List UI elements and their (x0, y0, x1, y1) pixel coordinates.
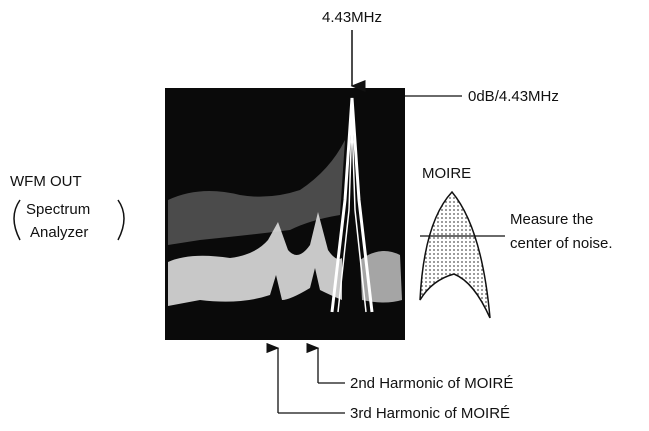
output-device: Spectrum (26, 201, 90, 218)
output-device: Analyzer (30, 224, 88, 241)
second-harmonic: 2nd Harmonic of MOIRÉ (350, 375, 513, 392)
reference-level: 0dB/4.43MHz (468, 88, 559, 105)
moire-icon (419, 190, 491, 319)
moire-note: center of noise. (510, 235, 613, 252)
output-label: WFM OUT (10, 173, 82, 190)
bracket (13, 199, 21, 241)
moire-title: MOIRE (422, 165, 471, 182)
spectrum-display (165, 88, 405, 340)
top-frequency: 4.43MHz (322, 9, 382, 26)
moire-note: Measure the (510, 211, 593, 228)
bracket (117, 199, 125, 241)
third-harmonic: 3rd Harmonic of MOIRÉ (350, 405, 510, 422)
